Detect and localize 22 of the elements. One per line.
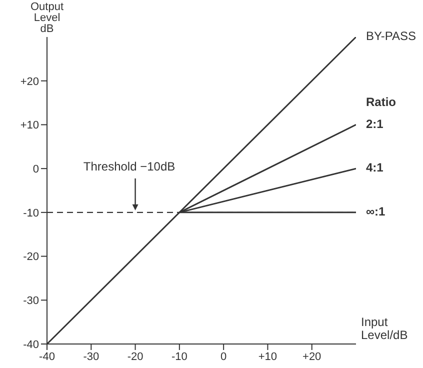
y-tick-label: -10 (23, 207, 39, 220)
series-label: BY-PASS (366, 29, 416, 44)
y-tick-label: -30 (23, 295, 39, 308)
x-tick-label: -10 (171, 350, 188, 363)
legend-title: Ratio (366, 94, 396, 109)
y-tick-label: +20 (20, 76, 39, 88)
x-tick-label: +10 (258, 350, 278, 363)
x-tick-label: -20 (127, 350, 144, 363)
x-axis-title: Input Level/dB (361, 315, 408, 342)
y-tick-label: -20 (23, 251, 39, 264)
y-tick-label: 0 (32, 163, 39, 176)
y-tick-label: -40 (23, 338, 39, 351)
x-tick-label: -40 (39, 350, 55, 363)
y-axis-title: Output Level dB (29, 1, 65, 35)
x-tick-label: +20 (302, 350, 322, 363)
series-label: 4:1 (366, 160, 384, 175)
y-tick-label: +10 (20, 120, 39, 132)
series-label: 2:1 (366, 116, 384, 131)
annotation: Threshold −10dB (83, 159, 176, 174)
series-label: ∞:1 (366, 204, 386, 219)
x-tick-label: -30 (83, 350, 100, 363)
x-tick-label: 0 (220, 350, 227, 363)
